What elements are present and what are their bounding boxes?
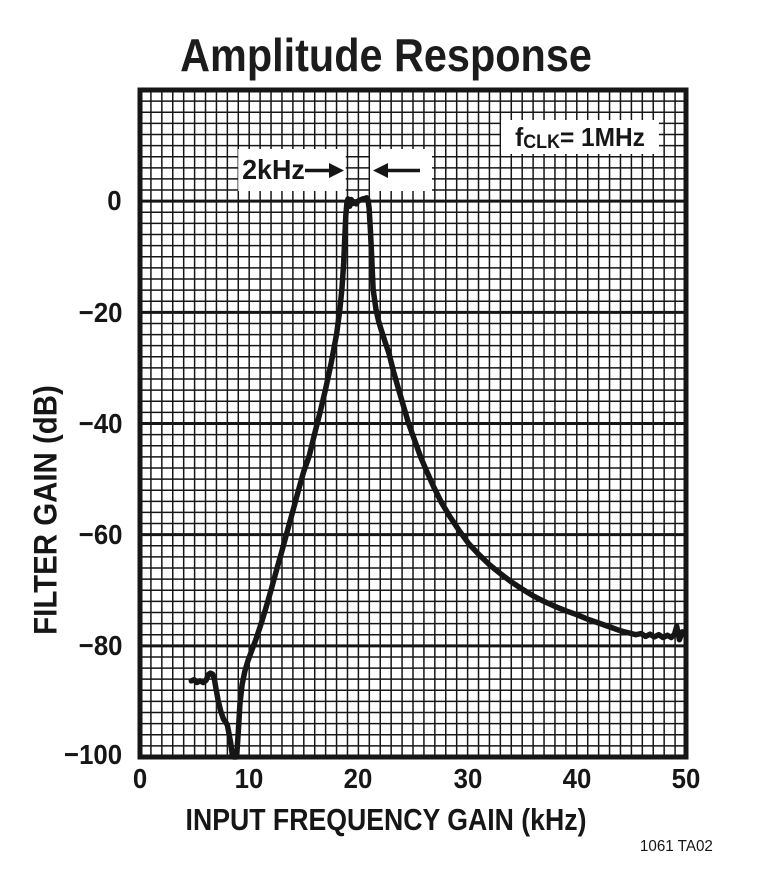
y-tick-label: −40 <box>78 408 122 439</box>
major-grid <box>140 199 686 648</box>
clock-annotation-subscript: CLK <box>523 132 560 153</box>
x-tick-label: 10 <box>234 763 264 794</box>
x-tick-label: 50 <box>671 763 701 794</box>
clock-annotation-value: = 1MHz <box>559 121 645 152</box>
y-tick-label: 0 <box>107 185 122 216</box>
x-axis-title: INPUT FREQUENCY GAIN (kHz) <box>185 802 587 837</box>
x-tick-label: 40 <box>562 763 592 794</box>
y-tick-label: −100 <box>63 739 122 770</box>
x-tick-label: 20 <box>344 763 373 794</box>
x-tick-label: 30 <box>453 763 482 794</box>
bandwidth-label: 2kHz <box>238 149 346 191</box>
x-tick-label: 0 <box>132 763 148 794</box>
y-axis-ticks: 0 −20 −40 −60 −80 −100 <box>0 0 124 872</box>
clock-annotation-prefix: f <box>515 121 524 152</box>
bandwidth-label-text: 2kHz <box>242 154 305 185</box>
y-tick-label: −80 <box>78 630 122 661</box>
figure-id: 1061 TA02 <box>639 838 713 855</box>
response-curve <box>188 195 689 760</box>
y-tick-label: −20 <box>78 297 122 328</box>
bandwidth-label-gap-box <box>370 149 432 191</box>
clock-annotation: f CLK = 1MHz <box>501 120 659 154</box>
chart-title: Amplitude Response <box>180 29 592 81</box>
y-tick-label: −60 <box>78 519 122 550</box>
plot-frame <box>137 87 689 760</box>
